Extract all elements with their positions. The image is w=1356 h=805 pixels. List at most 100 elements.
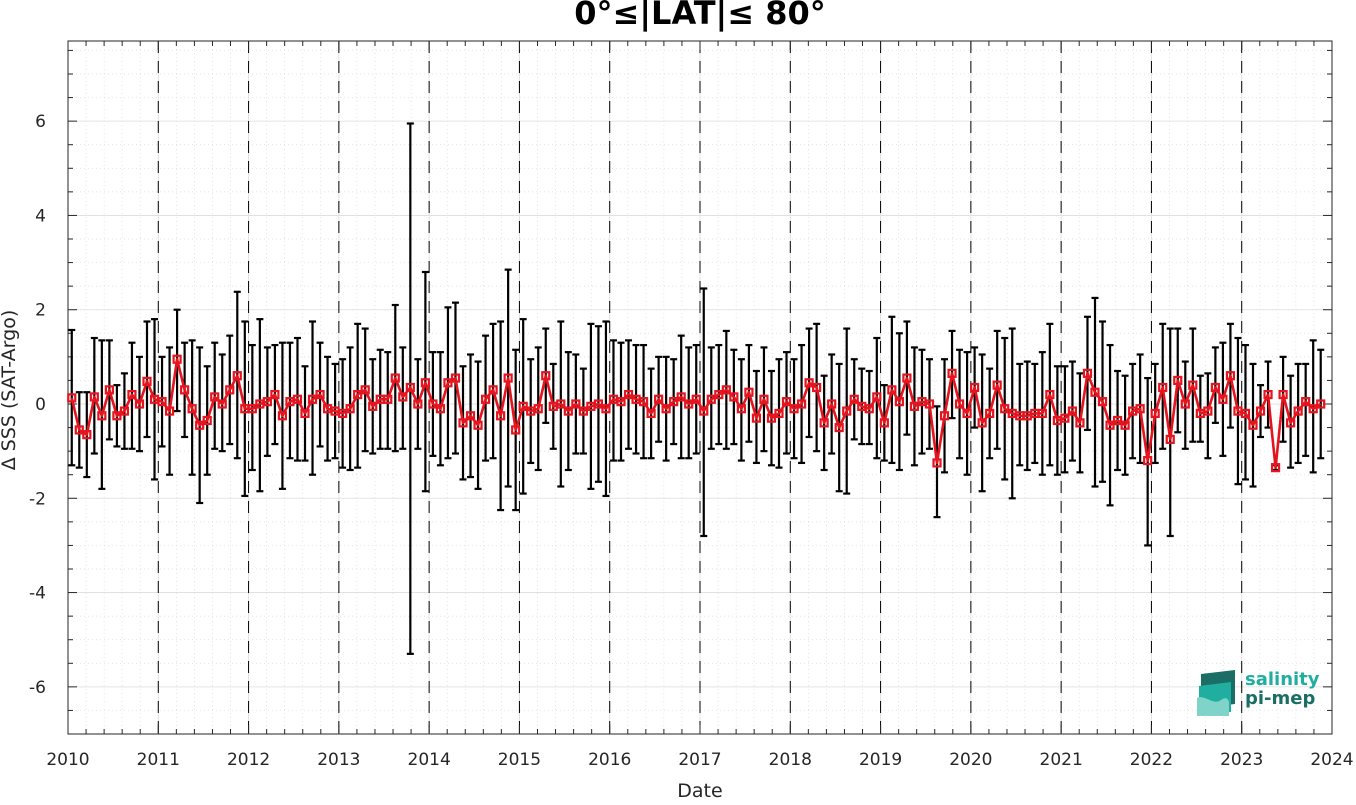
x-axis-label: Date — [677, 780, 723, 802]
data-point — [465, 411, 476, 421]
data-point — [1210, 382, 1220, 393]
data-point — [518, 401, 528, 411]
data-point — [646, 408, 656, 419]
data-point — [661, 404, 671, 414]
data-point — [1097, 397, 1108, 407]
x-tick-label: 2021 — [1040, 750, 1083, 770]
x-tick-label: 2015 — [498, 750, 541, 770]
data-point — [443, 378, 453, 388]
data-point — [142, 376, 152, 386]
x-tick-label: 2012 — [227, 750, 270, 770]
data-point — [699, 406, 709, 416]
data-point — [338, 408, 348, 419]
data-point — [503, 373, 513, 383]
wave-icon — [1197, 670, 1235, 716]
x-tick-label: 2024 — [1310, 750, 1353, 770]
data-point — [180, 385, 190, 395]
data-point — [480, 394, 491, 404]
data-point — [225, 385, 235, 395]
data-point — [187, 404, 197, 414]
data-point — [751, 413, 762, 423]
x-tick-label: 2016 — [588, 750, 631, 770]
data-point — [744, 387, 754, 397]
data-point — [277, 411, 288, 421]
data-point — [104, 385, 114, 395]
data-point — [924, 399, 935, 409]
data-point — [1037, 408, 1047, 419]
data-point — [1218, 394, 1228, 404]
data-point — [533, 404, 543, 414]
data-point — [654, 394, 664, 404]
y-tick-label: 4 — [35, 206, 46, 226]
data-point — [954, 399, 965, 409]
data-point — [1203, 406, 1213, 416]
data-point — [774, 408, 784, 419]
data-point — [834, 422, 844, 433]
data-point — [368, 401, 378, 411]
data-point — [450, 373, 461, 383]
data-point — [1173, 375, 1183, 386]
data-point — [804, 378, 814, 388]
data-point — [307, 394, 318, 404]
data-point — [89, 392, 99, 402]
data-point — [1248, 420, 1258, 430]
data-point — [247, 404, 257, 414]
data-point — [706, 394, 716, 404]
data-point — [405, 382, 415, 393]
data-point — [676, 392, 686, 402]
data-point — [1255, 406, 1266, 416]
data-point — [488, 385, 498, 395]
data-point — [872, 392, 882, 402]
data-point — [932, 458, 942, 468]
data-point — [164, 406, 175, 416]
data-point — [1278, 389, 1288, 400]
data-point — [383, 394, 393, 404]
data-point — [398, 392, 408, 402]
y-tick-label: -4 — [29, 584, 46, 604]
data-point — [623, 389, 634, 400]
x-tick-label: 2019 — [859, 750, 902, 770]
salinity-pi-mep-logo: salinity pi-mep — [1195, 668, 1335, 718]
data-point — [202, 415, 212, 426]
data-point — [458, 418, 468, 428]
data-point — [511, 425, 521, 435]
data-point — [887, 385, 897, 395]
data-point — [714, 389, 724, 400]
data-point — [292, 394, 303, 404]
data-point — [1082, 368, 1093, 378]
data-point — [541, 371, 551, 381]
y-tick-label: -2 — [29, 489, 46, 509]
data-point — [638, 397, 649, 407]
data-point — [473, 420, 483, 430]
data-point — [82, 430, 92, 440]
data-point — [134, 399, 145, 409]
data-point — [1067, 406, 1078, 416]
data-point — [1308, 404, 1318, 414]
data-point — [1188, 380, 1198, 390]
data-point — [1180, 399, 1190, 409]
data-point — [496, 411, 506, 421]
data-point — [1120, 420, 1130, 430]
data-point — [571, 399, 581, 409]
x-tick-label: 2017 — [678, 750, 721, 770]
data-point — [939, 411, 950, 421]
data-point — [195, 420, 205, 430]
x-tick-label: 2014 — [408, 750, 451, 770]
data-point — [112, 411, 122, 421]
data-point — [879, 418, 889, 428]
data-point — [766, 413, 777, 423]
data-point — [157, 397, 167, 407]
y-tick-label: 2 — [35, 301, 46, 321]
data-point — [781, 397, 792, 407]
y-tick-label: 0 — [35, 395, 46, 415]
data-point — [1112, 415, 1123, 426]
y-tick-label: -6 — [29, 678, 46, 698]
data-point — [601, 404, 611, 414]
x-tick-label: 2023 — [1220, 750, 1263, 770]
data-point — [812, 382, 822, 393]
data-point — [119, 406, 130, 416]
data-point — [1045, 389, 1055, 400]
data-point — [593, 399, 604, 409]
data-point — [962, 408, 972, 419]
data-point — [985, 408, 995, 419]
